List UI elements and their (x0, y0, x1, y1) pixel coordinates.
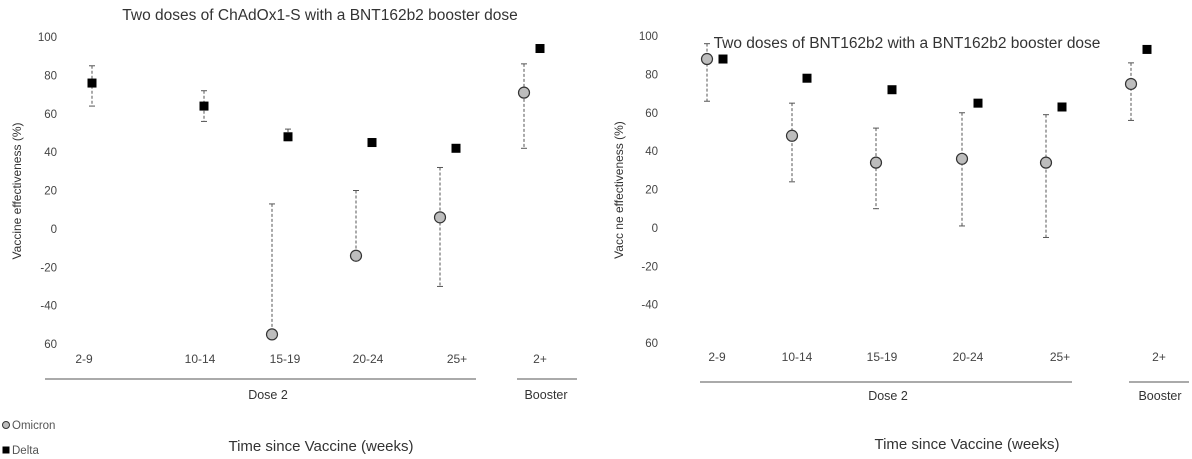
data-point-delta (887, 85, 897, 95)
series-delta (718, 44, 1152, 112)
x-tick-label: 10-14 (782, 350, 813, 364)
y-tick-label: 0 (652, 223, 658, 235)
data-point-delta (1057, 102, 1067, 112)
x-tick-label: 2+ (533, 352, 547, 366)
group-label: Dose 2 (248, 388, 288, 402)
x-tick-label: 20-24 (953, 350, 984, 364)
x-axis-title: Time since Vaccine (weeks) (874, 436, 1059, 453)
y-tick-label: -20 (641, 261, 658, 273)
y-axis-label: Vaccine effectiveness (%) (10, 123, 24, 260)
x-tick-label: 2-9 (75, 352, 93, 366)
x-tick-label: 25+ (447, 352, 467, 366)
x-tick-label: 15-19 (867, 350, 898, 364)
y-tick-label: 20 (44, 186, 57, 198)
x-tick-label: 20-24 (353, 352, 384, 366)
chart-title: Two doses of BNT162b2 with a BNT162b2 bo… (714, 35, 1101, 52)
x-tick-label: 15-19 (270, 352, 301, 366)
x-tick-label: 10-14 (185, 352, 216, 366)
data-point-delta (718, 54, 728, 64)
chart-title: Two doses of ChAdOx1-S with a BNT162b2 b… (122, 7, 517, 24)
data-point-omicron (785, 129, 799, 142)
data-point-delta (87, 78, 97, 88)
y-tick-label: 60 (645, 108, 658, 120)
group-label: Booster (1138, 389, 1181, 403)
legend-marker-delta (2, 446, 10, 454)
data-point-delta (802, 73, 812, 83)
x-tick-label: 2-9 (708, 350, 726, 364)
y-tick-label: -40 (40, 301, 57, 313)
y-tick-label: 100 (38, 32, 57, 44)
y-tick-label: -40 (641, 300, 658, 312)
group-label: Booster (524, 388, 567, 402)
data-point-omicron (349, 249, 363, 262)
data-point-omicron (1124, 77, 1138, 91)
y-axis-label: Vacc ne effectiveness (%) (612, 121, 626, 259)
data-point-delta (199, 101, 209, 111)
data-point-delta (367, 138, 377, 148)
x-tick-label: 25+ (1050, 350, 1070, 364)
data-point-omicron (265, 328, 279, 341)
data-point-omicron (1039, 156, 1053, 169)
data-point-omicron (869, 156, 883, 169)
legend-label: Omicron (12, 420, 55, 432)
y-tick-label: -20 (40, 262, 57, 274)
series-delta (87, 44, 545, 153)
data-point-omicron (700, 52, 714, 66)
y-tick-label: 80 (44, 70, 57, 82)
data-point-delta (535, 44, 545, 54)
data-point-delta (283, 132, 293, 142)
data-point-delta (973, 98, 983, 108)
data-point-delta (451, 143, 461, 153)
legend: Omicron Delta (2, 420, 55, 457)
y-tick-label: 40 (44, 147, 57, 159)
legend-marker-omicron (2, 421, 10, 429)
series-omicron (700, 43, 1138, 238)
y-tick-label: 20 (645, 185, 658, 197)
y-tick-label: 100 (639, 31, 658, 43)
group-label: Dose 2 (868, 389, 908, 403)
data-point-omicron (433, 211, 447, 224)
data-point-delta (1142, 44, 1152, 54)
chart-2: Two doses of BNT162b2 with a BNT162b2 bo… (612, 31, 1189, 453)
y-tick-label: 80 (645, 69, 658, 81)
y-tick-label: 60 (44, 339, 57, 351)
chart-1: Two doses of ChAdOx1-S with a BNT162b2 b… (10, 7, 577, 455)
data-point-omicron (955, 152, 969, 165)
data-point-omicron (517, 86, 531, 99)
series-omicron (265, 63, 531, 341)
legend-label: Delta (12, 445, 39, 457)
x-axis-title: Time since Vaccine (weeks) (228, 438, 413, 455)
y-tick-label: 0 (51, 224, 57, 236)
x-tick-label: 2+ (1152, 350, 1166, 364)
y-tick-label: 60 (44, 109, 57, 121)
y-tick-label: 60 (645, 338, 658, 350)
y-tick-label: 40 (645, 146, 658, 158)
